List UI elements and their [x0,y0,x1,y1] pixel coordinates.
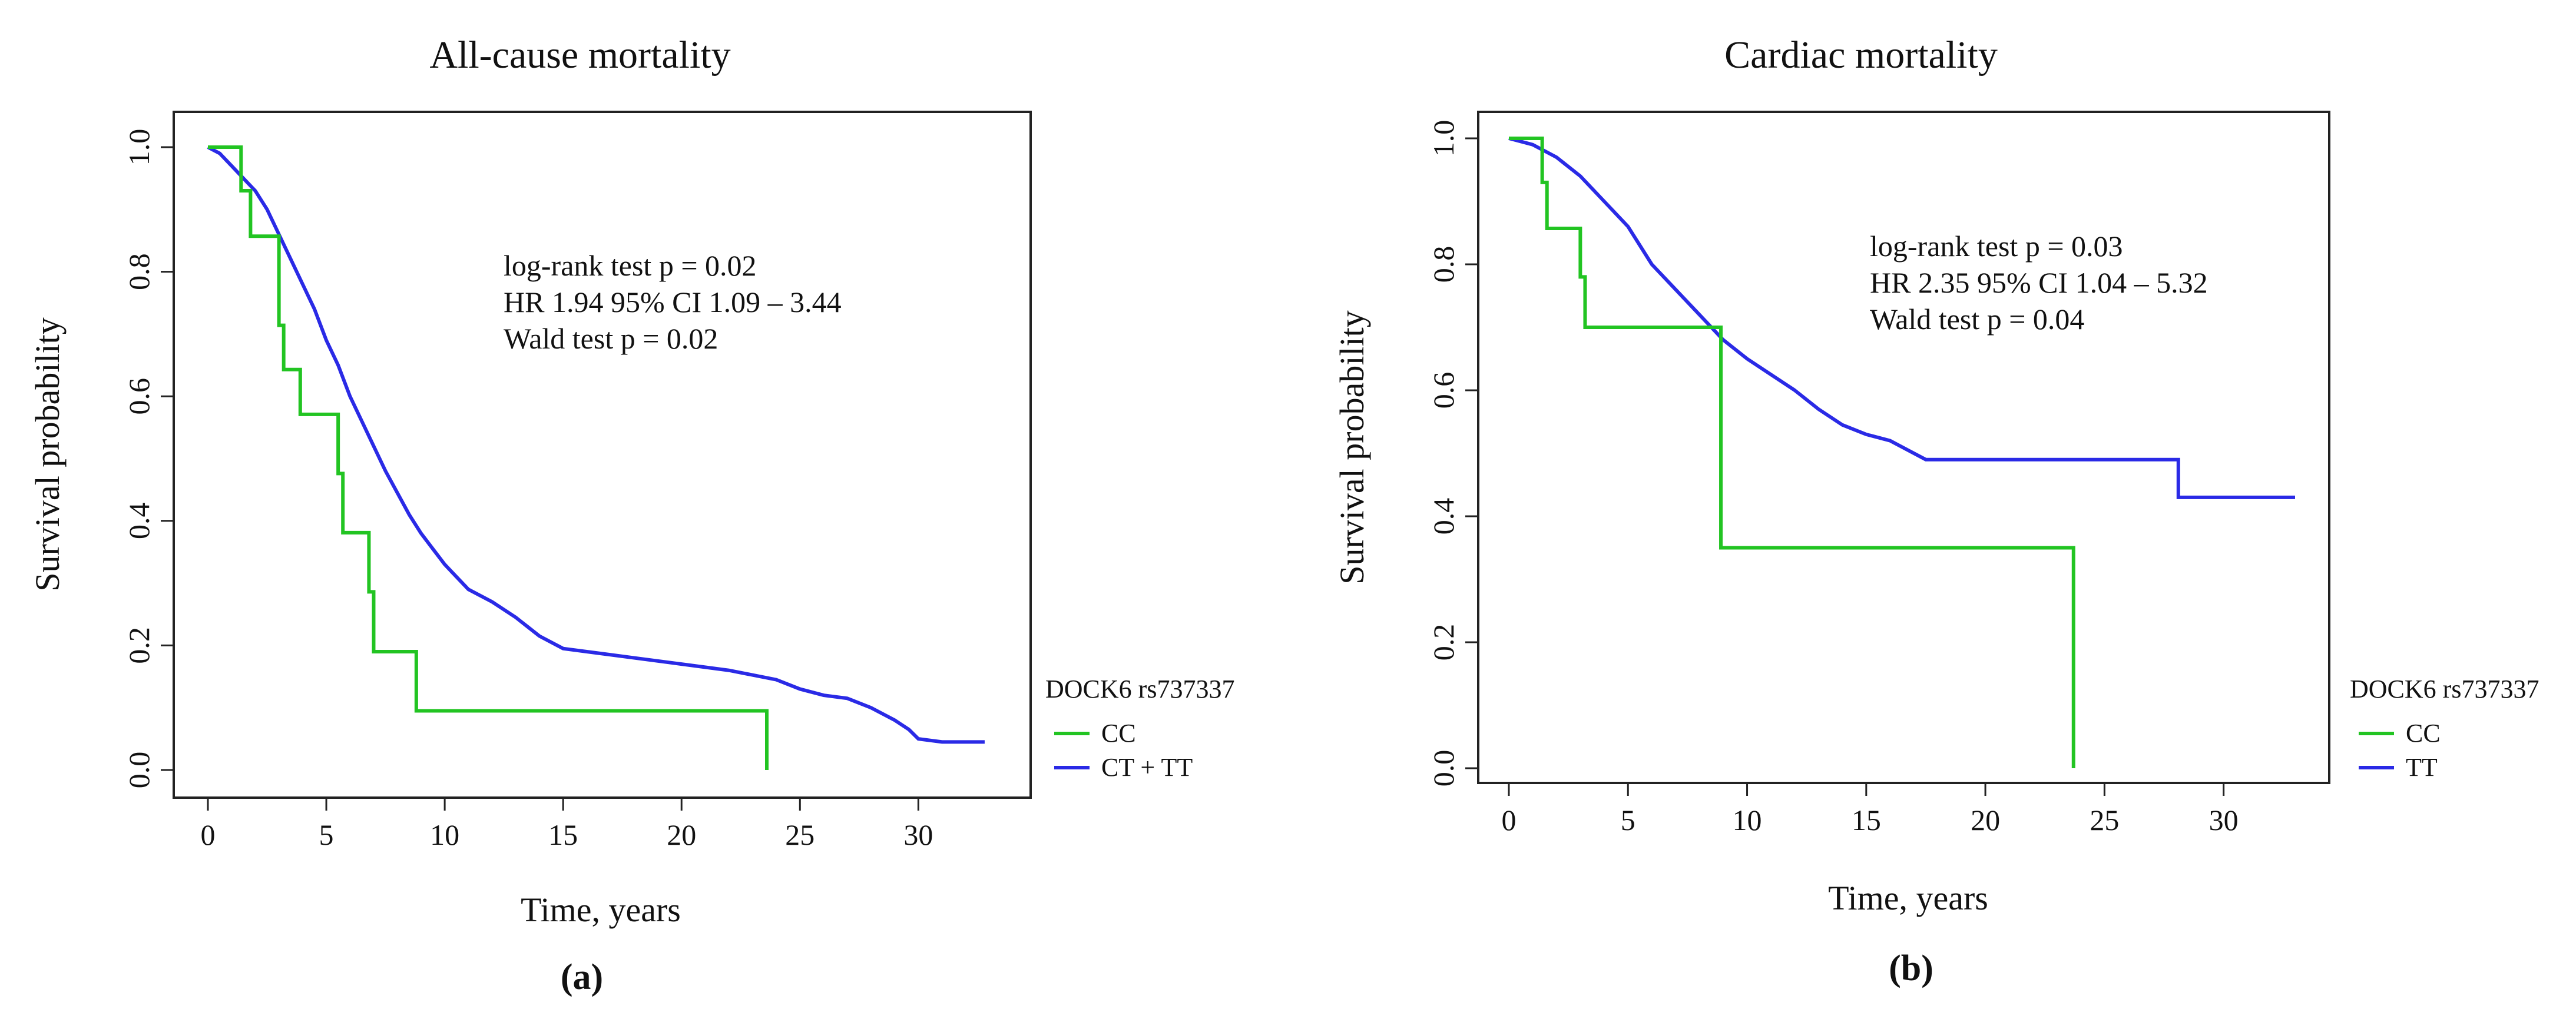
series-line-ct-tt [207,145,985,744]
y-tick-label: 0.6 [122,378,155,415]
panel-b: Cardiac mortality 0 5 10 15 20 25 300.00.20.40… [1333,34,2539,988]
x-tick-label: 0 [1502,804,1517,837]
panel-label-b: (b) [1889,948,1933,988]
legend-label-cc: CC [2406,719,2441,748]
x-tick-label: 25 [785,818,814,851]
x-tick-label: 10 [430,818,459,851]
x-tick-label: 5 [1621,804,1635,837]
x-tick-label: 0 [201,818,216,851]
x-tick-label: 5 [319,818,334,851]
annotation-hr: HR 1.94 95% CI 1.09 – 3.44 [504,286,842,318]
annotation-hr: HR 2.35 95% CI 1.04 – 5.32 [1870,266,2208,299]
plot-frame [173,111,1032,799]
y-tick-label: 1.0 [122,129,155,166]
x-tick-label: 15 [1852,804,1881,837]
annotation-logrank: log-rank test p = 0.02 [504,249,757,282]
x-tick-label: 20 [667,818,696,851]
x-axis-label: Time, years [521,891,681,929]
annotation-wald: Wald test p = 0.04 [1870,303,2084,336]
y-axis-label: Survival probability [1333,310,1371,585]
legend-label-cc: CC [1101,719,1136,748]
y-tick-label: 0.8 [1427,246,1460,283]
legend-label-ct-tt: CT + TT [1101,753,1193,782]
x-tick-label: 25 [2090,804,2119,837]
panel-label-a: (a) [561,957,603,997]
x-tick-label: 30 [903,818,933,851]
x-tick-label: 30 [2209,804,2239,837]
series-line-tt [1508,137,2295,499]
axes: 0 5 10 15 20 25 30 0.0 0.2 0.4 0.6 0.8 1.0 [122,129,933,851]
series-line-cc [208,145,769,770]
chart-title: All-cause mortality [429,34,730,77]
x-tick-label: 20 [1971,804,2000,837]
annotation-wald: Wald test p = 0.02 [504,322,718,355]
panel-a: All-cause mortality 0 5 10 15 20 25 30 0.0 0.2 0.… [28,34,1234,997]
legend-label-tt: TT [2406,753,2438,782]
y-axis-label: Survival probability [28,317,67,592]
y-tick-label: 0.4 [1427,498,1460,535]
y-tick-label: 0.0 [122,752,155,789]
y-tick-label: 0.2 [1427,624,1460,661]
legend-title: DOCK6 rs737337 [1045,675,1234,703]
legend-title: DOCK6 rs737337 [2350,675,2539,703]
axes: 0 5 10 15 20 25 30 0.0 0.2 0.4 0.6 0.8 1.0 [1427,120,2239,837]
y-tick-label: 1.0 [1427,120,1460,157]
survival-curves [1508,137,2295,768]
y-tick-label: 0.4 [122,503,155,540]
y-tick-label: 0.6 [1427,372,1460,409]
annotation-logrank: log-rank test p = 0.03 [1870,230,2123,263]
y-tick-label: 0.2 [122,627,155,664]
chart-title: Cardiac mortality [1724,34,1998,77]
y-tick-label: 0.0 [1427,750,1460,787]
survival-curves [207,145,985,770]
x-axis-label: Time, years [1828,879,1988,917]
series-line-cc [1509,137,2075,768]
y-tick-label: 0.8 [122,253,155,290]
x-tick-label: 10 [1733,804,1762,837]
x-tick-label: 15 [548,818,578,851]
